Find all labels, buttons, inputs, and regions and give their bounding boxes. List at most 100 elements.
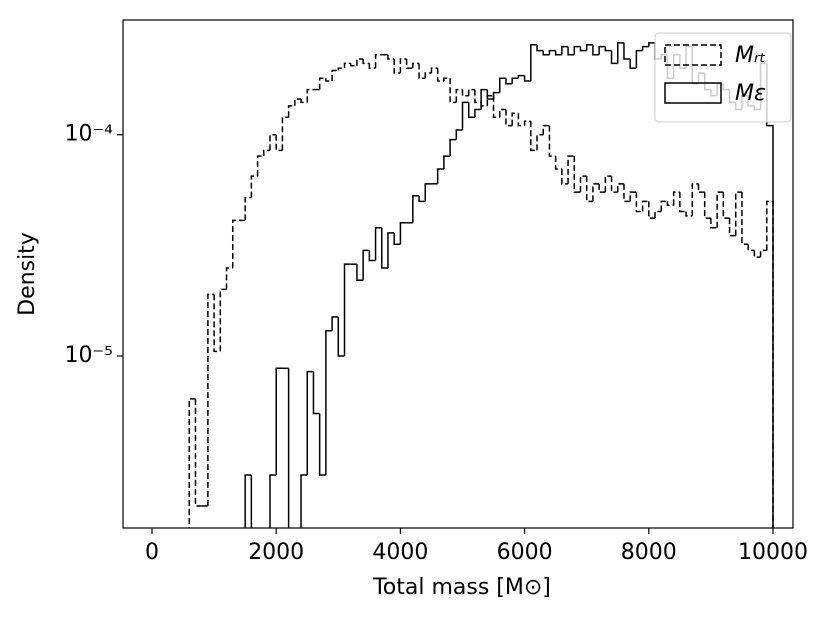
histogram-step [573, 45, 581, 55]
histogram-step [747, 244, 755, 252]
legend-box [654, 32, 792, 123]
histogram-step [256, 155, 264, 177]
histogram-step [480, 102, 488, 107]
histogram-step [554, 50, 562, 56]
histogram-step [685, 211, 693, 217]
histogram-step [269, 474, 277, 528]
histogram-step [536, 44, 544, 52]
histogram-step [530, 121, 538, 152]
histogram-step [542, 124, 550, 135]
histogram-step [530, 44, 538, 81]
histogram-step [449, 138, 457, 157]
histogram-step [523, 120, 531, 126]
histogram-step [710, 218, 718, 229]
histogram-step [467, 102, 475, 118]
legend: Mᵣₜ Mε [654, 32, 792, 123]
histogram-step [641, 200, 649, 212]
histogram-step [561, 169, 569, 185]
histogram-step [542, 50, 550, 56]
histogram-step [250, 175, 258, 198]
histogram-step [536, 133, 544, 151]
legend-label: Mε [735, 81, 766, 106]
histogram-step [505, 109, 513, 127]
histogram-step [499, 77, 506, 93]
histogram-step [629, 58, 637, 69]
histogram-step [287, 368, 290, 528]
histogram-step [412, 194, 420, 223]
histogram-step [598, 183, 606, 193]
histogram-step [188, 398, 196, 528]
histogram-step [418, 195, 426, 203]
histogram-step [455, 129, 463, 140]
histogram-step [517, 74, 525, 79]
histogram-step [244, 196, 252, 221]
histogram-step [356, 58, 364, 66]
histogram-step [648, 201, 656, 219]
histogram-step [499, 108, 506, 118]
x-tick-label: 8000 [621, 540, 677, 565]
histogram-step [331, 69, 339, 81]
histogram-step [362, 58, 370, 65]
histogram-step [561, 45, 569, 55]
histogram-step [585, 176, 593, 203]
histogram-step [275, 367, 283, 475]
histogram-step [741, 192, 749, 245]
histogram-step [430, 67, 438, 74]
histogram-step [356, 264, 364, 281]
histogram-step [567, 155, 575, 184]
histogram-step [424, 183, 432, 202]
histogram-step [486, 95, 494, 106]
histogram-step [635, 49, 643, 69]
histogram-step [573, 156, 581, 193]
histogram-step [263, 149, 270, 157]
histogram-step [722, 192, 730, 219]
histogram-step [505, 78, 513, 85]
histogram-step [474, 89, 482, 104]
x-tick-label: 10000 [738, 540, 808, 565]
histogram-step [716, 191, 724, 228]
histogram-step [486, 89, 494, 100]
histogram-step [492, 91, 500, 100]
histogram-step [691, 183, 699, 216]
histogram-step [343, 263, 351, 357]
histogram-step [455, 88, 463, 103]
legend-label: Mᵣₜ [735, 43, 766, 68]
legend-swatch [664, 82, 722, 104]
histogram-step [629, 191, 637, 202]
histogram-step [418, 63, 426, 79]
histogram-step [381, 227, 388, 269]
histogram-step [387, 54, 395, 60]
histogram-step [244, 474, 252, 528]
histogram-step [753, 250, 761, 258]
histogram-step [443, 155, 451, 170]
histogram-step [412, 62, 420, 69]
histogram-step [598, 45, 606, 55]
y-tick-label: 10⁻⁵ [65, 343, 113, 368]
histogram-step [592, 183, 600, 202]
histogram-step [480, 88, 488, 110]
histogram-step [759, 249, 767, 258]
histogram-step [343, 62, 351, 69]
histogram-step [337, 67, 345, 71]
histogram-step [672, 191, 680, 206]
histogram-step [523, 75, 531, 82]
histogram-step [666, 201, 674, 207]
histogram-step [461, 89, 469, 97]
histogram-step [225, 267, 233, 290]
histogram-step [697, 183, 705, 193]
histogram-step [679, 192, 687, 213]
histogram-step [325, 330, 333, 475]
histogram-step [250, 474, 253, 528]
histogram-step [387, 232, 395, 268]
histogram-step [331, 316, 339, 331]
histogram-step [467, 88, 475, 96]
histogram-step [623, 183, 631, 203]
histogram-step [393, 232, 401, 245]
histogram-step [579, 46, 587, 52]
histogram-step [635, 192, 643, 213]
histogram-step [579, 175, 587, 193]
histogram-step [567, 46, 575, 56]
histogram-step [306, 370, 314, 475]
histogram-step [275, 134, 283, 152]
